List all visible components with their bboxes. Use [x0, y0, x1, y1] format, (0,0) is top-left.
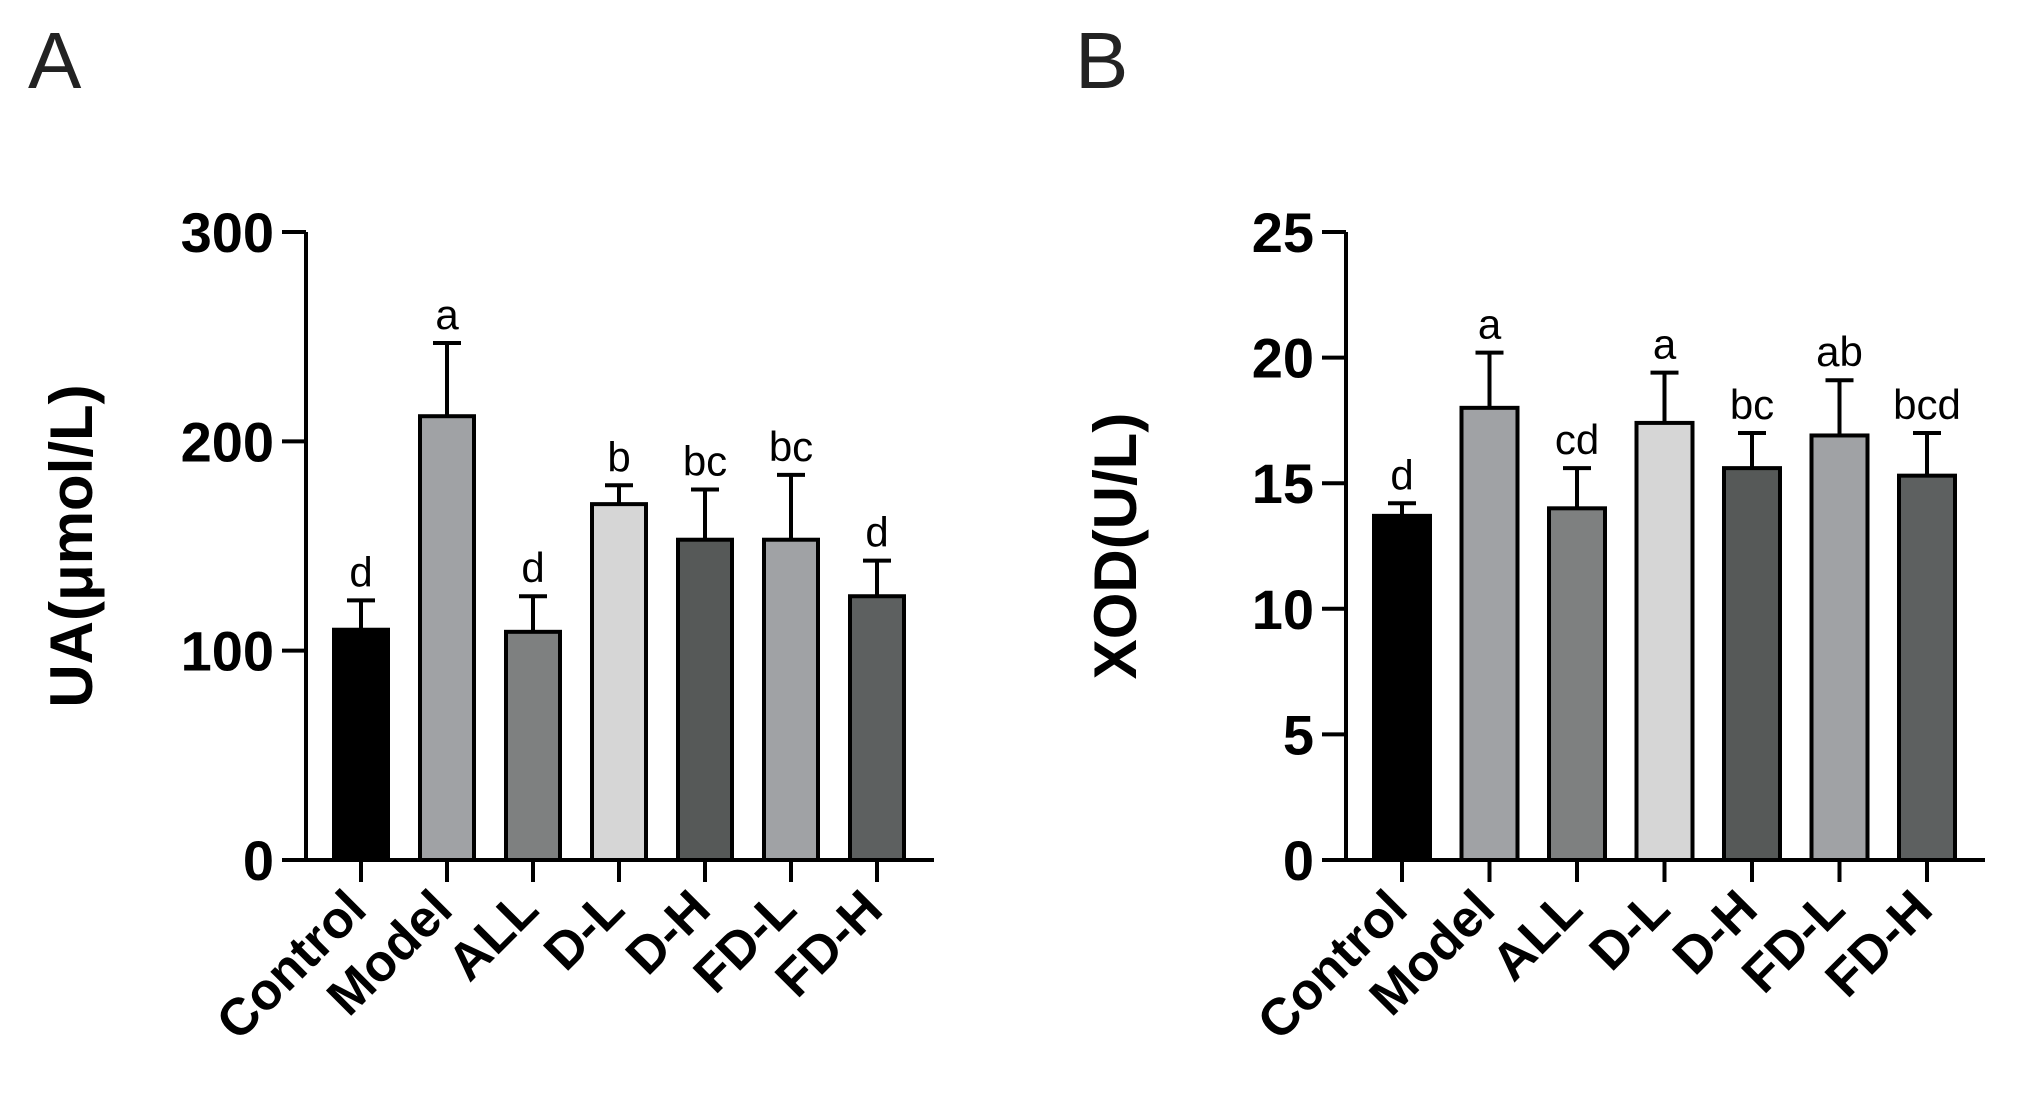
bar — [1722, 466, 1782, 862]
y-tick-label: 5 — [1283, 703, 1314, 766]
y-tick-label: 0 — [243, 829, 274, 892]
bar — [1634, 420, 1695, 862]
y-tick-label: 20 — [1252, 327, 1314, 390]
significance-label: d — [865, 509, 888, 556]
significance-label: a — [1478, 301, 1502, 348]
significance-label: b — [607, 433, 630, 480]
y-tick-label: 100 — [181, 620, 274, 683]
bar — [1809, 433, 1870, 862]
y-tick-label: 0 — [1283, 829, 1314, 892]
x-tick-label: ALL — [1481, 879, 1593, 991]
panel-a: AUA(μmol/L) dControlaModeldALLbD-LbcD-Hbc… — [28, 16, 934, 1051]
x-tick-label: D-L — [533, 879, 635, 981]
significance-label: d — [521, 544, 544, 591]
y-axis-label: UA(μmol/L) — [38, 384, 105, 707]
significance-label: bc — [1730, 381, 1774, 428]
y-tick-label: 200 — [181, 410, 274, 473]
significance-label: bcd — [1893, 381, 1961, 428]
significance-label: d — [349, 548, 372, 595]
panel-letter: A — [28, 16, 82, 105]
significance-label: a — [435, 291, 459, 338]
panel-letter: B — [1075, 16, 1128, 105]
y-tick-label: 15 — [1252, 452, 1314, 515]
bar — [590, 502, 648, 862]
x-tick-label: D-L — [1579, 879, 1681, 981]
significance-label: a — [1653, 321, 1677, 368]
y-tick-label: 300 — [181, 201, 274, 264]
bar — [332, 627, 390, 862]
bar — [1459, 405, 1520, 862]
significance-label: bc — [683, 437, 727, 484]
bar — [1372, 513, 1432, 863]
x-tick-label: ALL — [437, 879, 549, 991]
significance-label: bc — [769, 423, 813, 470]
bar — [1547, 506, 1607, 862]
bar — [504, 629, 562, 862]
significance-label: cd — [1555, 416, 1599, 463]
y-tick-label: 25 — [1252, 201, 1314, 264]
bar — [1897, 473, 1957, 862]
significance-label: ab — [1816, 328, 1863, 375]
y-tick-label: 10 — [1252, 578, 1314, 641]
bar — [418, 414, 476, 862]
significance-label: d — [1390, 451, 1413, 498]
bar — [762, 537, 820, 862]
y-axis-label: XOD(U/L) — [1082, 413, 1149, 680]
bar — [676, 537, 734, 862]
bar — [848, 594, 906, 862]
